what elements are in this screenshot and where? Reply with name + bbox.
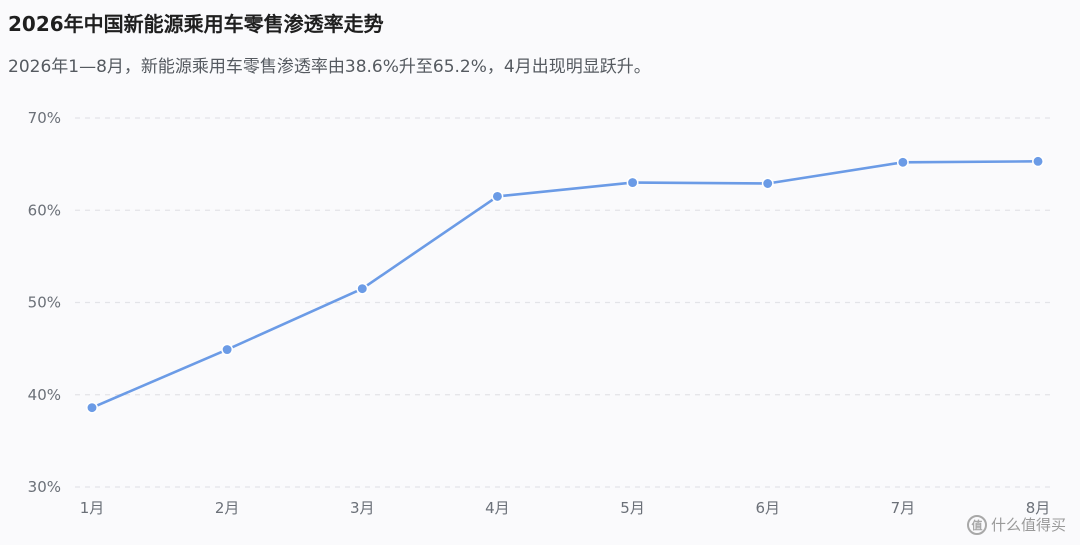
x-tick-label: 1月 [80, 499, 105, 517]
data-point [761, 177, 774, 190]
data-point [86, 401, 98, 414]
data-point [356, 282, 369, 295]
x-tick-label: 4月 [485, 499, 510, 517]
data-point [491, 190, 504, 203]
chart-title: 2026年中国新能源乘用车零售渗透率走势 [8, 12, 384, 36]
series-line [90, 160, 1040, 409]
x-tick-label: 3月 [350, 499, 375, 517]
zhi-icon: 值 [966, 514, 987, 535]
y-tick-label: 50% [28, 294, 61, 312]
chart-subtitle: 2026年1—8月，新能源乘用车零售渗透率由38.6%升至65.2%，4月出现明… [8, 57, 651, 77]
y-tick-label: 40% [28, 386, 61, 404]
watermark: 值 什么值得买 [966, 514, 1066, 535]
watermark-text: 什么值得买 [990, 516, 1066, 534]
y-tick-label: 30% [28, 478, 61, 496]
x-tick-label: 7月 [891, 499, 916, 517]
data-point [221, 343, 234, 356]
data-point [1032, 155, 1044, 168]
x-tick-label: 6月 [755, 499, 780, 517]
x-tick-label: 5月 [620, 499, 645, 517]
data-point [626, 176, 639, 189]
data-point [896, 156, 909, 169]
x-tick-label: 8月 [1026, 499, 1051, 517]
x-tick-label: 2月 [215, 499, 240, 517]
y-tick-label: 60% [28, 201, 61, 219]
y-tick-label: 70% [28, 109, 61, 127]
